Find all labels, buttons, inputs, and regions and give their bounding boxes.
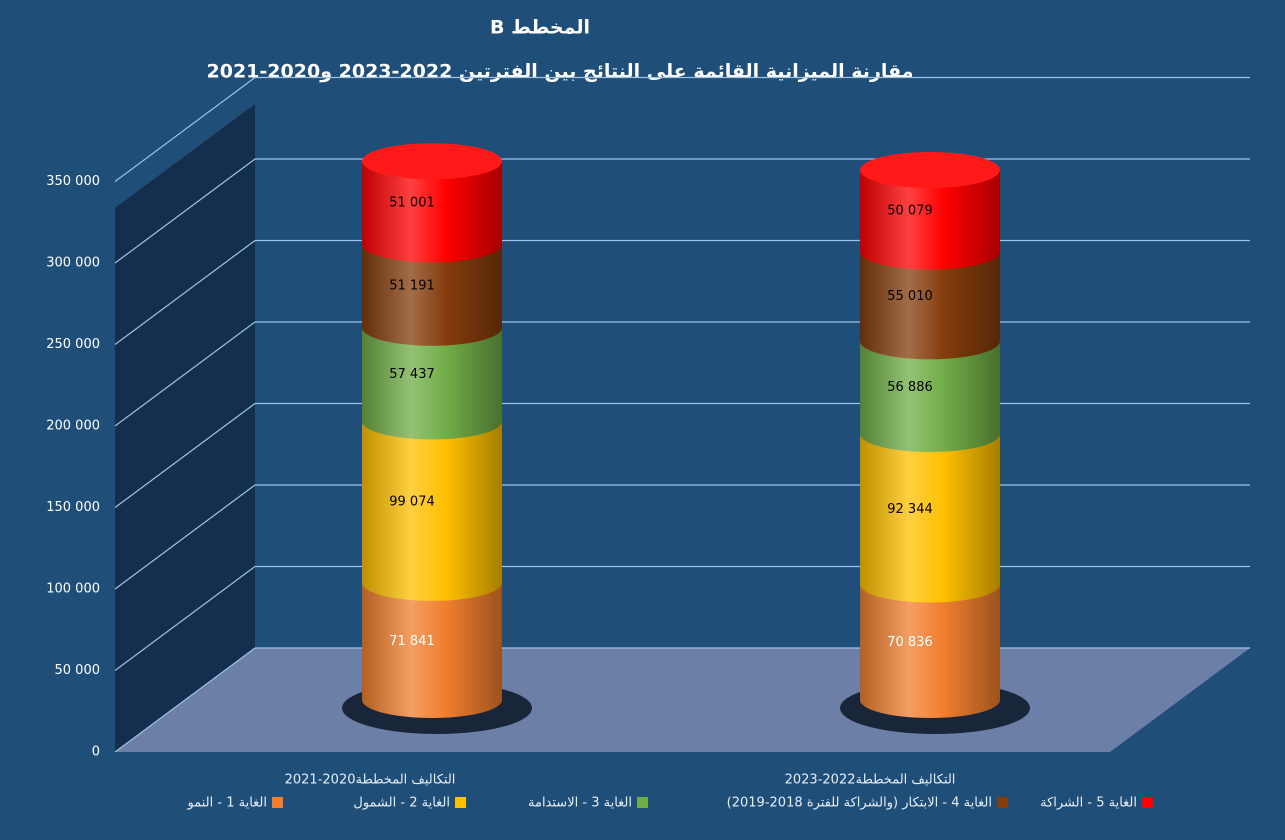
bar-segment — [860, 434, 1000, 603]
bar-segment — [860, 169, 1000, 270]
legend-swatch — [1142, 797, 1153, 808]
legend-label: الغاية 3 - الاستدامة — [528, 796, 632, 811]
chart-subtitle: مقارنة الميزانية القائمة على النتائج بين… — [207, 61, 914, 83]
grid-line — [114, 240, 256, 345]
legend-label: الغاية 5 - الشراكة — [1040, 796, 1137, 811]
y-tick-label: 100 000 — [46, 582, 100, 597]
bar-segment — [362, 161, 502, 263]
legend-swatch — [455, 797, 466, 808]
legend-label: الغاية 2 - الشمول — [353, 796, 450, 811]
grid-line — [114, 158, 256, 264]
y-tick-label: 150 000 — [46, 500, 100, 515]
y-tick-label: 300 000 — [46, 256, 100, 271]
bar-segment — [860, 584, 1000, 718]
data-label: 50 079 — [887, 203, 933, 218]
data-label: 55 010 — [887, 289, 933, 304]
data-label: 99 074 — [389, 495, 435, 510]
bar-segment — [362, 327, 502, 440]
data-label: 57 437 — [389, 367, 435, 382]
y-tick-label: 50 000 — [55, 663, 101, 678]
x-tick-label: التكاليف المخططة2020-2021 — [285, 773, 456, 788]
bar-segment — [362, 244, 502, 346]
legend-swatch — [272, 797, 283, 808]
bar-segment — [362, 421, 502, 601]
grid-line — [114, 403, 256, 508]
bar-top — [362, 143, 502, 180]
bar-top — [860, 151, 1000, 188]
grid-line — [114, 321, 256, 427]
data-label: 51 001 — [389, 195, 435, 210]
data-label: 56 886 — [887, 380, 933, 395]
bar-segment — [860, 251, 1000, 360]
data-label: 71 841 — [389, 634, 435, 649]
legend-swatch — [997, 797, 1008, 808]
legend-swatch — [637, 797, 648, 808]
legend-label: الغاية 1 - النمو — [187, 796, 268, 811]
x-tick-label: التكاليف المخططة2022-2023 — [785, 773, 956, 788]
y-tick-label: 350 000 — [46, 174, 100, 189]
y-tick-label: 0 — [92, 745, 100, 760]
bar-segment — [362, 582, 502, 718]
y-tick-label: 250 000 — [46, 337, 100, 352]
grid-line — [114, 566, 256, 671]
grid-line — [114, 77, 256, 182]
grid-line — [114, 647, 256, 753]
data-label: 92 344 — [887, 502, 933, 517]
chart-title: المخطط B — [490, 17, 590, 39]
grid-line — [114, 484, 256, 590]
floor — [115, 648, 1250, 752]
bar-segment — [860, 341, 1000, 453]
y-tick-label: 200 000 — [46, 419, 100, 434]
data-label: 51 191 — [389, 279, 435, 294]
data-label: 70 836 — [887, 635, 933, 650]
legend-label: الغاية 4 - الابتكار (والشراكة للفترة 201… — [727, 796, 992, 811]
